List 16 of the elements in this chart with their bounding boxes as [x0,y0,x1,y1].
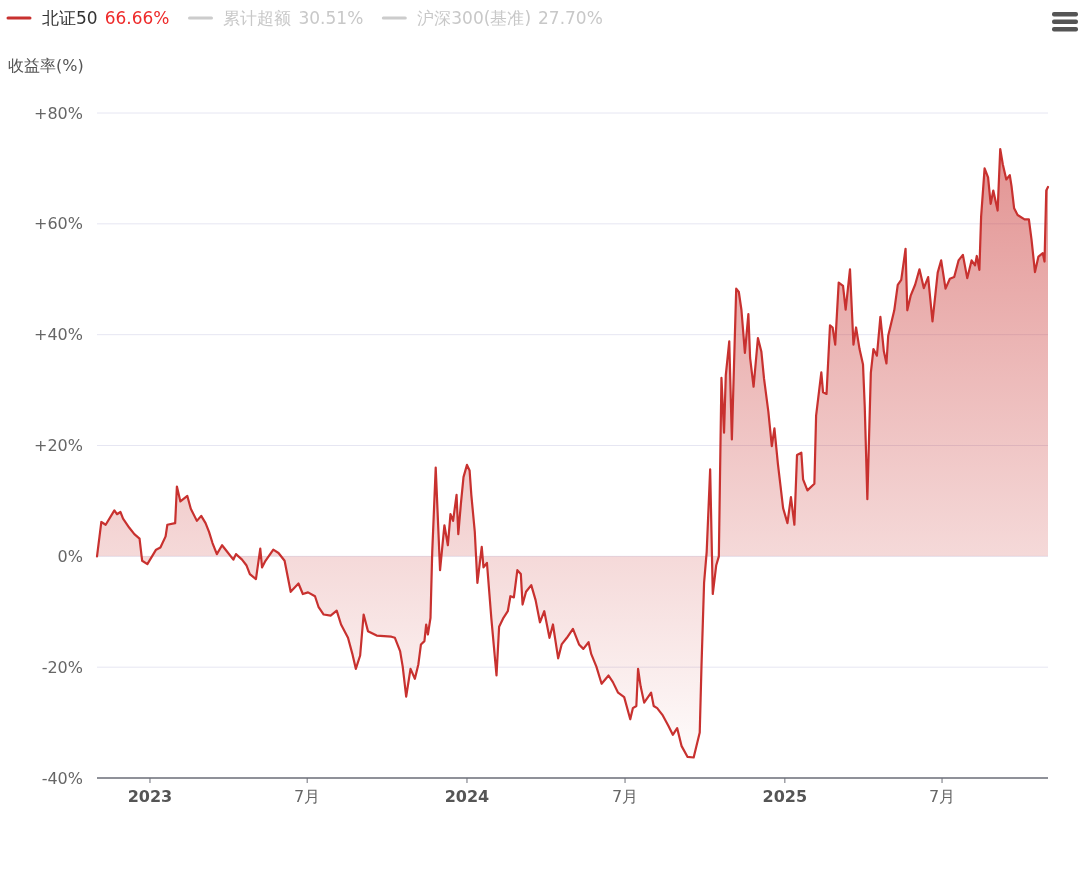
x-tick-label: 2024 [444,787,490,806]
y-tick-label: +60% [34,214,83,234]
y-axis-title: 收益率(%) [8,56,84,75]
y-tick-label: +20% [34,436,83,456]
x-tick-label: 7月 [294,787,321,806]
y-tick-label: 0% [57,546,83,566]
legend-label: 北证50 [42,7,98,28]
x-tick-label: 7月 [928,787,956,806]
y-tick-label: -40% [41,768,83,788]
x-tick-label: 7月 [611,787,639,806]
y-tick-label: -20% [41,657,83,677]
x-tick-label: 2023 [127,787,173,806]
text: 66.66% [104,7,170,28]
x-tick-label: 2025 [762,787,808,806]
y-tick-label: +40% [34,325,83,345]
y-tick-label: +80% [34,103,83,123]
